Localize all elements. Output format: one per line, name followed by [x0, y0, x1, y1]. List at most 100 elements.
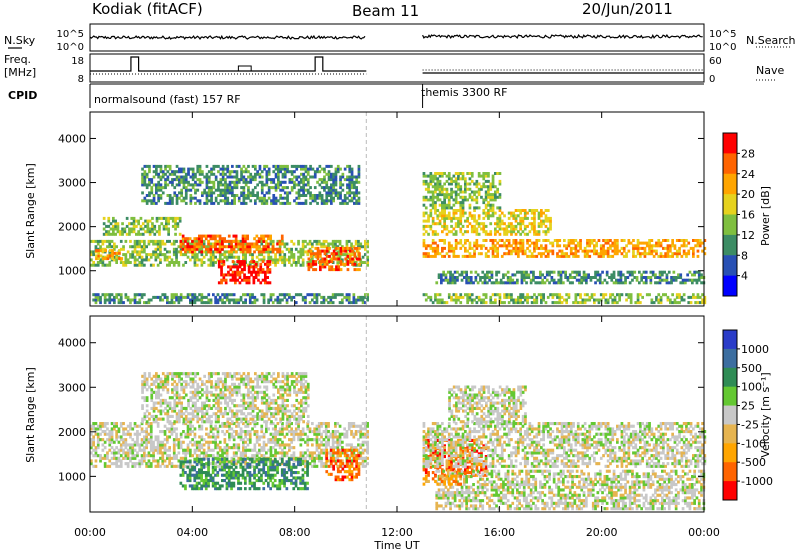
- data-cell: [189, 183, 193, 187]
- data-cell: [330, 178, 333, 182]
- data-cell: [212, 263, 215, 267]
- data-cell: [138, 446, 142, 450]
- data-cell: [294, 247, 298, 251]
- data-cell: [682, 241, 686, 245]
- data-cell: [121, 227, 124, 231]
- data-cell: [459, 227, 463, 231]
- data-cell: [290, 239, 293, 243]
- data-cell: [161, 462, 165, 466]
- data-cell: [629, 298, 633, 302]
- data-cell: [103, 464, 107, 468]
- data-cell: [610, 276, 614, 279]
- data-cell: [187, 188, 190, 192]
- data-cell: [131, 438, 135, 442]
- data-cell: [154, 295, 158, 299]
- data-cell: [429, 227, 433, 231]
- data-cell: [322, 245, 326, 249]
- data-cell: [300, 180, 303, 184]
- data-cell: [459, 206, 463, 210]
- data-cell: [218, 253, 222, 257]
- data-cell: [179, 242, 183, 246]
- data-cell: [507, 293, 511, 297]
- data-cell: [242, 253, 245, 257]
- data-cell: [214, 446, 217, 450]
- data-cell: [281, 424, 284, 428]
- data-cell: [659, 295, 663, 299]
- data-cell: [248, 295, 252, 299]
- data-cell: [470, 214, 474, 218]
- data-cell: [152, 194, 156, 197]
- data-cell: [583, 252, 587, 256]
- data-cell: [184, 245, 187, 249]
- data-cell: [248, 253, 252, 257]
- data-cell: [685, 252, 688, 256]
- data-cell: [546, 227, 550, 231]
- data-cell: [115, 432, 118, 436]
- data-cell: [292, 295, 296, 299]
- data-cell: [308, 462, 312, 466]
- data-cell: [317, 242, 321, 246]
- data-cell: [324, 422, 328, 426]
- data-cell: [113, 424, 116, 428]
- data-cell: [231, 186, 234, 190]
- data-cell: [260, 446, 264, 450]
- data-cell: [452, 214, 456, 218]
- data-cell: [321, 257, 324, 261]
- data-cell: [221, 167, 225, 171]
- data-cell: [163, 459, 167, 463]
- data-cell: [131, 446, 135, 450]
- data-cell: [309, 265, 313, 269]
- data-cell: [436, 177, 440, 181]
- data-cell: [343, 194, 347, 197]
- data-cell: [575, 278, 579, 282]
- data-cell: [658, 281, 662, 285]
- data-cell: [696, 241, 700, 245]
- data-cell: [306, 253, 310, 257]
- data-cell: [499, 278, 503, 282]
- data-cell: [244, 448, 247, 452]
- data-cell: [364, 247, 367, 251]
- data-cell: [216, 239, 220, 243]
- data-cell: [177, 298, 181, 302]
- data-cell: [221, 462, 224, 466]
- data-cell: [266, 270, 269, 274]
- data-cell: [202, 448, 206, 452]
- data-cell: [436, 246, 440, 250]
- data-cell: [207, 258, 211, 262]
- data-cell: [120, 257, 124, 261]
- data-cell: [464, 182, 467, 186]
- data-cell: [130, 230, 134, 234]
- data-cell: [447, 293, 451, 297]
- data-cell: [288, 191, 292, 195]
- data-cell: [230, 253, 234, 257]
- freq-label-2: [MHz]: [4, 66, 36, 79]
- data-cell: [444, 273, 448, 277]
- data-cell: [651, 270, 655, 274]
- data-cell: [269, 295, 273, 299]
- data-cell: [248, 245, 252, 249]
- data-cell: [336, 191, 340, 195]
- data-cell: [342, 249, 345, 253]
- data-cell: [669, 249, 672, 253]
- data-cell: [348, 186, 352, 190]
- data-cell: [223, 253, 227, 257]
- data-cell: [612, 273, 616, 277]
- data-cell: [264, 262, 267, 266]
- data-cell: [143, 172, 147, 176]
- data-cell: [286, 167, 289, 171]
- data-cell: [322, 301, 326, 305]
- data-cell: [346, 201, 349, 205]
- data-cell: [331, 295, 335, 299]
- data-cell: [498, 293, 502, 297]
- data-cell: [175, 255, 178, 259]
- data-cell: [200, 237, 203, 241]
- data-cell: [212, 255, 215, 259]
- data-cell: [473, 190, 476, 194]
- data-cell: [139, 227, 143, 231]
- data-cell: [217, 281, 221, 285]
- data-cell: [200, 261, 204, 264]
- data-cell: [152, 459, 155, 463]
- data-cell: [357, 295, 360, 299]
- data-cell: [597, 239, 601, 242]
- data-cell: [259, 270, 263, 274]
